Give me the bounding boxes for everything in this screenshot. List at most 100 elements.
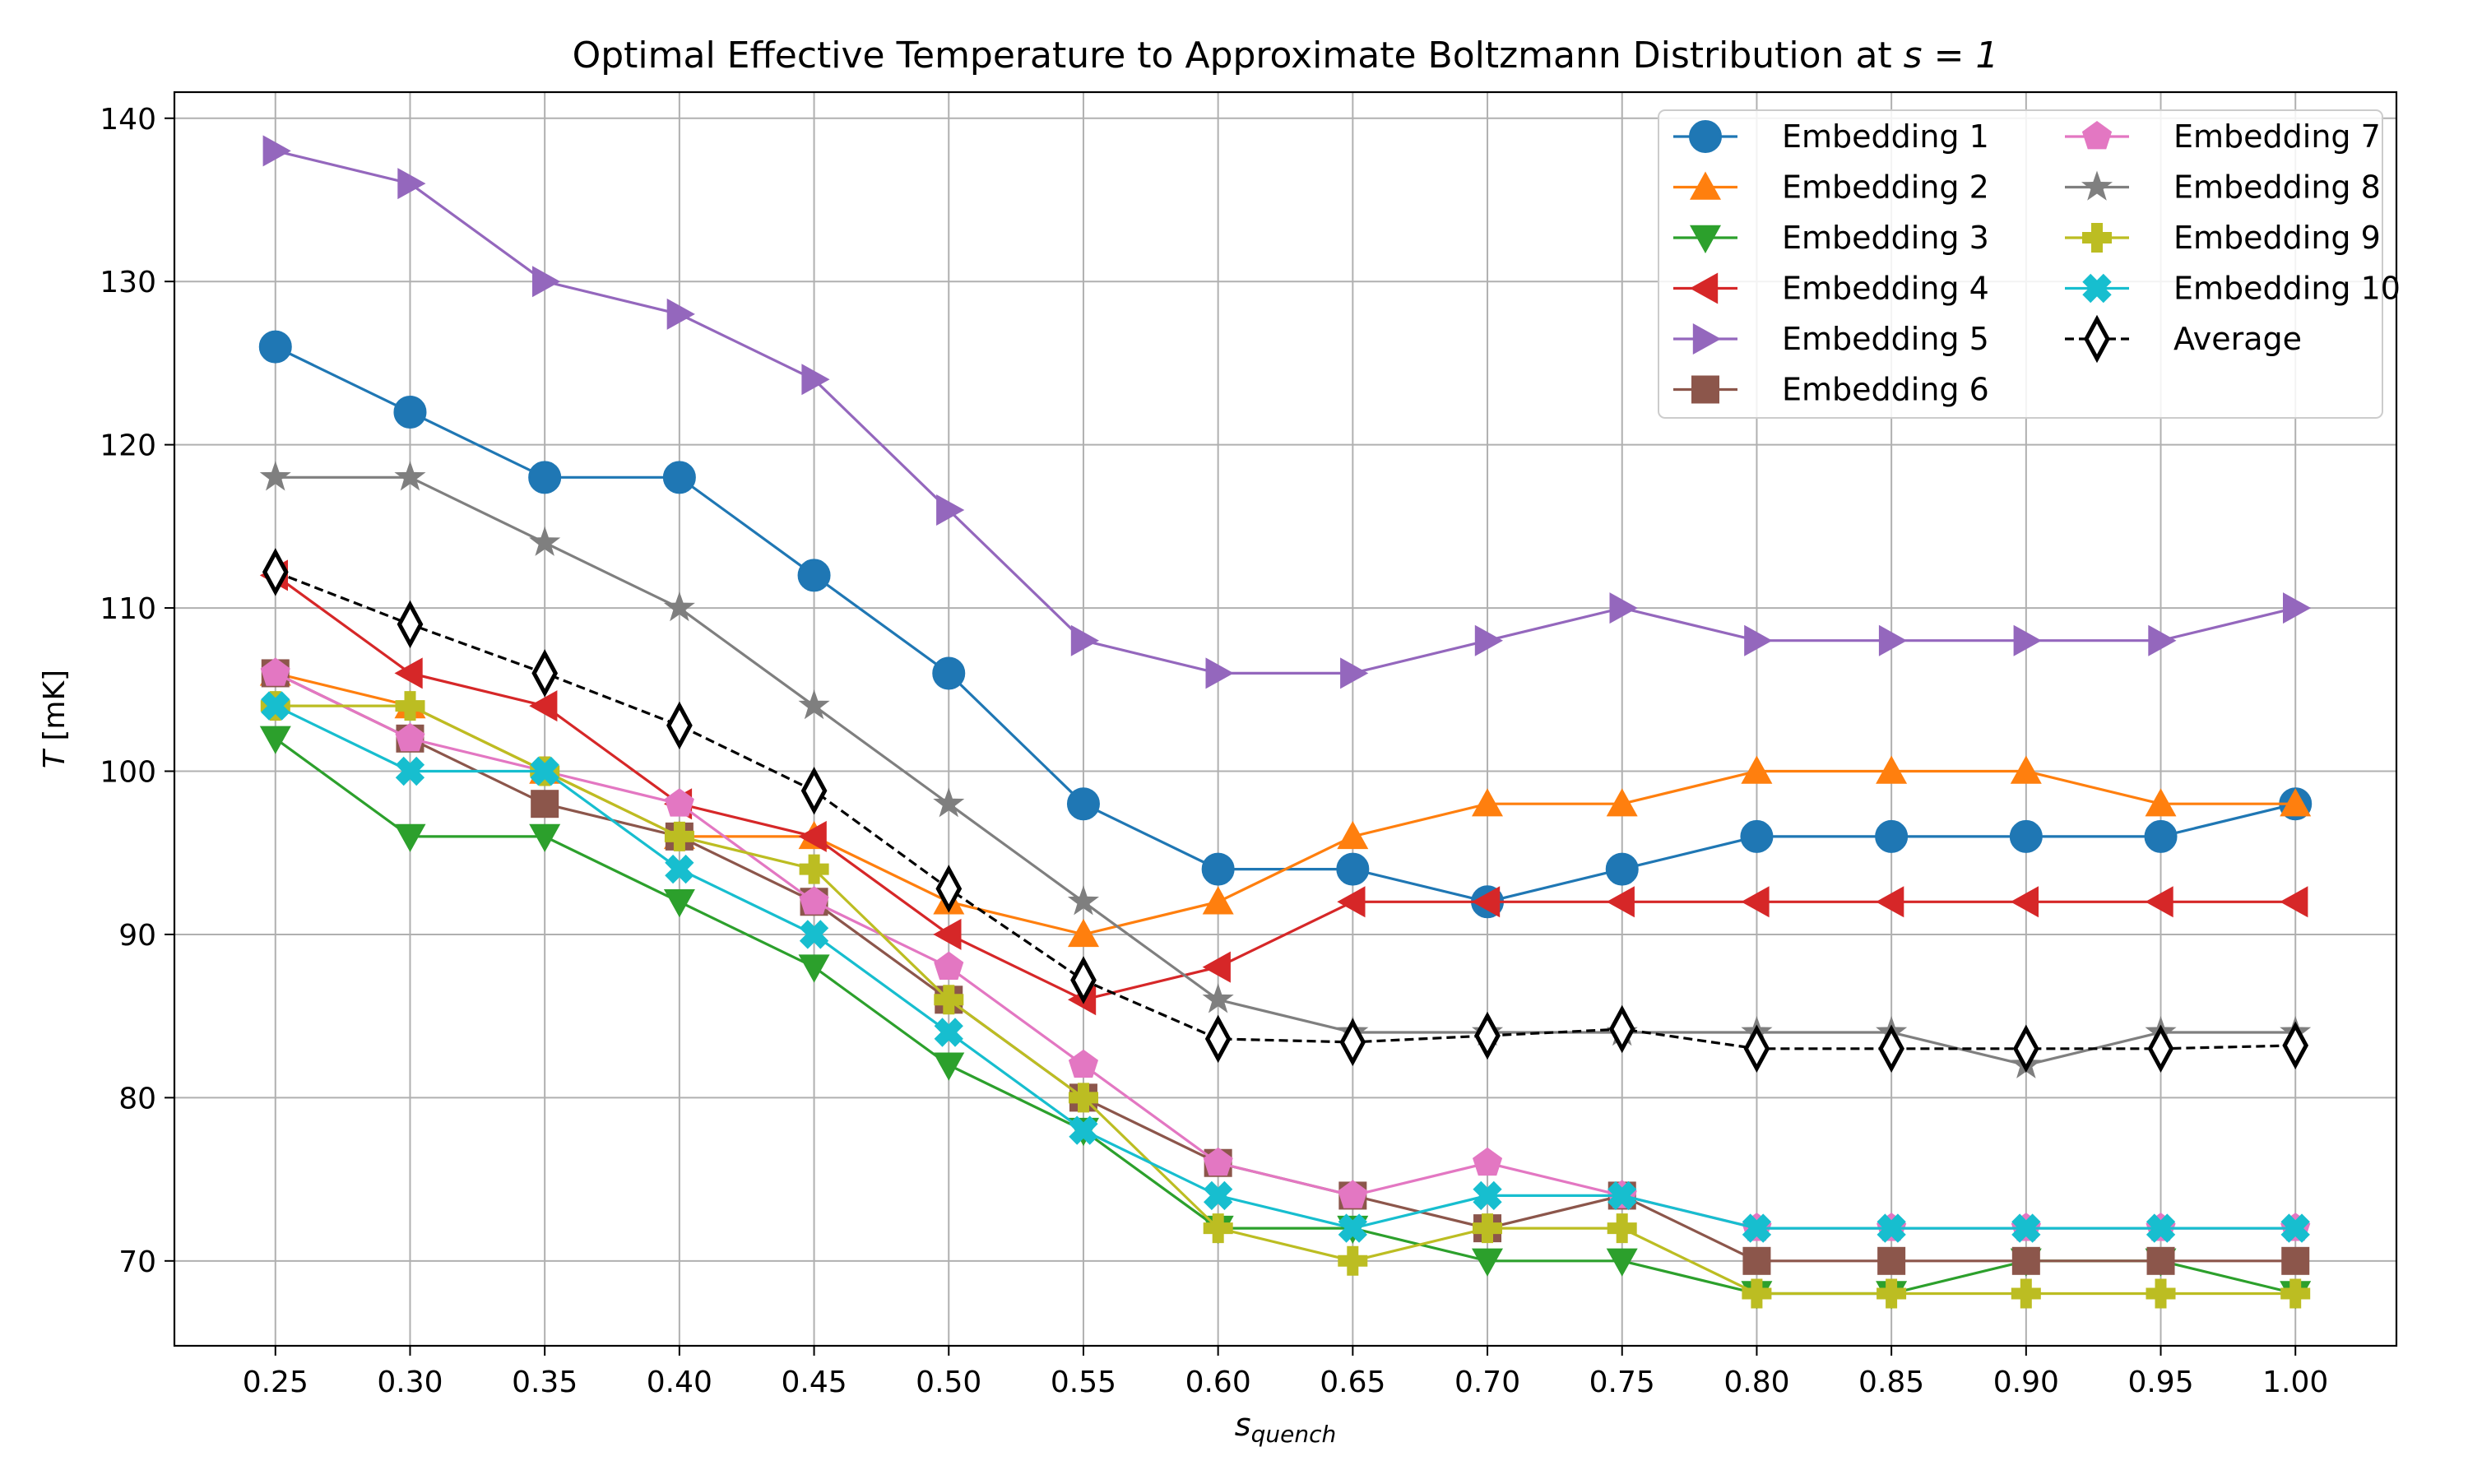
data-point	[1606, 886, 1635, 918]
data-point	[2011, 1246, 2040, 1275]
data-point	[2145, 788, 2177, 817]
data-point	[1877, 1213, 1906, 1243]
data-point	[1070, 624, 1099, 656]
data-point	[665, 854, 694, 884]
legend-marker	[1690, 171, 1721, 200]
legend-label: Embedding 6	[1782, 372, 1989, 408]
legend-marker	[2082, 273, 2112, 304]
y-tick-label: 110	[100, 592, 156, 626]
data-point	[1472, 788, 1503, 817]
data-point	[662, 461, 696, 494]
data-point	[2146, 1246, 2175, 1275]
data-point	[529, 823, 561, 852]
data-point	[1067, 885, 1099, 916]
data-point	[395, 691, 425, 721]
data-point	[2013, 624, 2042, 656]
series-line	[275, 704, 2296, 1296]
data-point	[1338, 1245, 1368, 1276]
data-point	[262, 548, 289, 596]
legend-marker	[2081, 170, 2113, 201]
data-point	[799, 886, 829, 915]
data-point	[1877, 1246, 1906, 1275]
data-point	[664, 788, 694, 817]
x-tick-label: 0.30	[377, 1366, 443, 1399]
data-point	[2011, 1213, 2041, 1243]
legend-label: Embedding 5	[1782, 321, 1989, 357]
x-tick-label: 0.55	[1051, 1366, 1116, 1399]
data-point	[1605, 852, 1639, 886]
legend-label: Embedding 8	[2173, 169, 2381, 206]
x-tick-label: 0.70	[1454, 1366, 1520, 1399]
series-line	[275, 704, 2296, 1230]
x-tick-label: 0.35	[512, 1366, 578, 1399]
data-point	[1474, 624, 1503, 656]
data-point	[1340, 657, 1369, 689]
x-tick-label: 0.95	[2127, 1366, 2193, 1399]
data-point	[1741, 755, 1773, 784]
data-point	[663, 591, 695, 622]
data-point	[1878, 1024, 1904, 1074]
legend-item: Embedding 9	[2065, 220, 2381, 256]
data-point	[1606, 788, 1638, 817]
y-tick-label: 70	[118, 1245, 156, 1279]
data-point	[932, 656, 966, 690]
data-point	[1607, 1180, 1637, 1211]
data-point	[394, 461, 426, 491]
x-tick-label: 0.25	[243, 1366, 308, 1399]
data-point	[394, 823, 426, 852]
legend-item: Embedding 5	[1673, 321, 1989, 357]
data-point	[1338, 1180, 1368, 1208]
x-axis-label: squench	[1235, 1407, 1336, 1448]
data-point	[259, 461, 291, 491]
y-axis-label-var: T	[38, 748, 72, 768]
legend-marker	[1691, 375, 1719, 404]
data-point	[2280, 1278, 2311, 1309]
data-point	[1740, 819, 1774, 853]
data-point	[1202, 951, 1231, 983]
data-point	[801, 364, 830, 396]
series-average	[262, 548, 2309, 1074]
data-point	[261, 691, 290, 721]
x-tick-label: 0.85	[1858, 1366, 1924, 1399]
data-point	[1068, 918, 1099, 948]
data-point	[2009, 819, 2043, 853]
legend-item: Embedding 4	[1673, 271, 1989, 307]
data-point	[2283, 592, 2312, 624]
data-point	[1741, 886, 1770, 918]
data-point	[1069, 1083, 1098, 1113]
legend-marker	[1690, 272, 1719, 304]
data-point	[1203, 1213, 1233, 1244]
data-point	[1337, 820, 1369, 850]
data-point	[393, 395, 427, 429]
legend-item: Embedding 3	[1673, 220, 1989, 256]
legend-box	[1658, 109, 2383, 419]
y-tick-label: 130	[100, 266, 156, 299]
legend-item: Embedding 10	[2065, 271, 2401, 307]
series-line	[274, 737, 2296, 1296]
data-point	[936, 494, 965, 526]
data-point	[532, 266, 561, 298]
data-point	[1066, 787, 1100, 821]
data-point	[2012, 1024, 2039, 1074]
data-point	[528, 461, 562, 494]
data-point	[2280, 788, 2312, 817]
data-point	[799, 920, 829, 949]
series-layer	[258, 135, 2313, 1310]
x-tick-label: 0.75	[1589, 1366, 1655, 1399]
data-point	[798, 954, 830, 983]
data-point	[1878, 624, 1908, 656]
x-tick-label: 0.80	[1723, 1366, 1789, 1399]
data-point	[2010, 755, 2042, 784]
data-point	[2011, 1278, 2041, 1309]
legend-marker	[2081, 121, 2113, 150]
y-tick-label: 140	[100, 103, 156, 137]
data-point	[260, 657, 290, 686]
data-point	[258, 330, 292, 364]
data-point	[934, 1018, 963, 1047]
x-tick-label: 0.60	[1185, 1366, 1251, 1399]
legend-label: Embedding 3	[1782, 220, 1989, 256]
data-point	[1742, 1213, 1772, 1243]
data-point	[935, 865, 963, 913]
data-point	[933, 1052, 965, 1081]
